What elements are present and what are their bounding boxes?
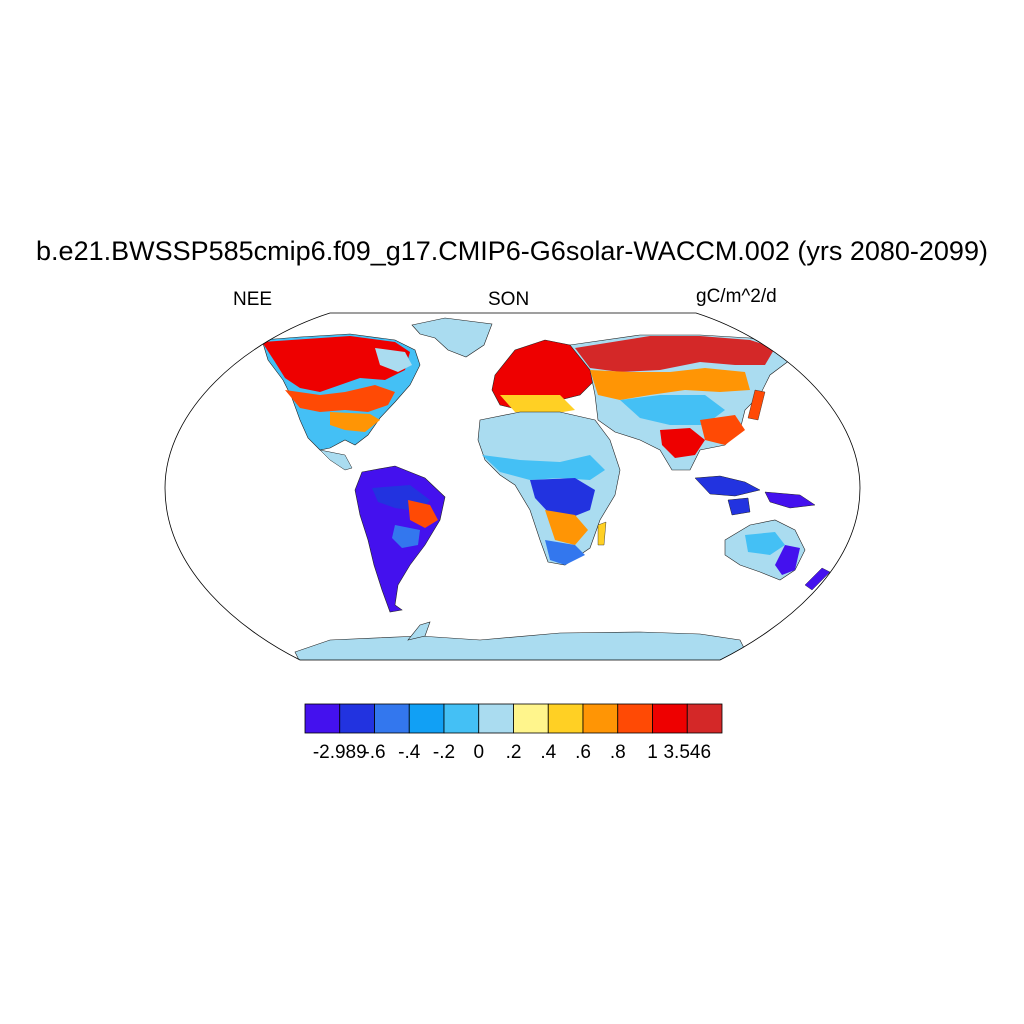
central-america [319, 449, 353, 471]
africa-south [545, 540, 585, 565]
colorbar-tick-label: 0 [473, 742, 484, 763]
antarctica [294, 631, 746, 660]
map-area [261, 317, 831, 660]
australia-interior [745, 532, 785, 555]
season-label: SON [488, 289, 530, 310]
colorbar-box [339, 703, 375, 734]
colorbar-tick-label: -.6 [363, 742, 385, 763]
asia-central-blue [620, 395, 725, 425]
sa-light [392, 525, 420, 548]
colorbar-tick-label: .2 [506, 742, 522, 763]
colorbar-box [408, 703, 445, 734]
japan [747, 389, 766, 421]
colorbar-tick-label: .6 [575, 742, 591, 763]
europe-south [500, 395, 575, 415]
na-ice [375, 348, 412, 372]
asia-south-red [660, 428, 705, 458]
asia-east [700, 415, 745, 445]
asia-siberia-red [575, 336, 775, 372]
asia-mid-orange [590, 368, 750, 400]
colorbar-tick-label: 1 [647, 742, 658, 763]
colorbar-labels: -2.989-.6 -.4 -.2 0 .2 .4 .6 .8 1 3.546 [313, 742, 711, 763]
colorbar-box [513, 703, 549, 734]
antarctic-peninsula [407, 621, 431, 641]
na-east-orange [330, 412, 380, 432]
colorbar-box [582, 703, 619, 734]
africa-congo [530, 478, 595, 518]
map-border [164, 312, 861, 661]
madagascar [597, 521, 607, 546]
sa-orange [408, 500, 438, 528]
units-label: gC/m^2/d [696, 286, 777, 307]
colorbar-box [478, 703, 514, 734]
colorbar-tick-label: 3.546 [663, 742, 711, 763]
indonesia [694, 475, 761, 497]
colorbar-tick-label: -.2 [433, 742, 455, 763]
europe [491, 339, 596, 411]
variable-label: NEE [233, 289, 273, 310]
colorbar [304, 703, 723, 734]
borneo [727, 497, 751, 516]
africa-sahel [482, 455, 605, 480]
na-boreal-red [262, 336, 410, 392]
colorbar-box [443, 703, 480, 734]
africa-south-orange [545, 510, 588, 545]
colorbar-box [374, 703, 410, 734]
colorbar-tick-label: -.4 [398, 742, 421, 763]
colorbar-tick-label: .8 [610, 742, 626, 763]
na-boreal-orange [285, 385, 395, 412]
colorbar-box [652, 703, 688, 734]
colorbar-tick-label: .4 [540, 742, 556, 763]
australia-east [775, 545, 800, 575]
new-guinea [764, 491, 816, 509]
new-zealand [804, 567, 831, 591]
colorbar-box [686, 703, 723, 734]
colorbar-box [304, 703, 341, 734]
colorbar-tick-label: -2.989 [313, 742, 367, 763]
colorbar-box [617, 703, 653, 734]
plot-title: b.e21.BWSSP585cmip6.f09_g17.CMIP6-G6sola… [36, 236, 988, 266]
greenland [411, 317, 493, 358]
colorbar-box [547, 703, 584, 734]
